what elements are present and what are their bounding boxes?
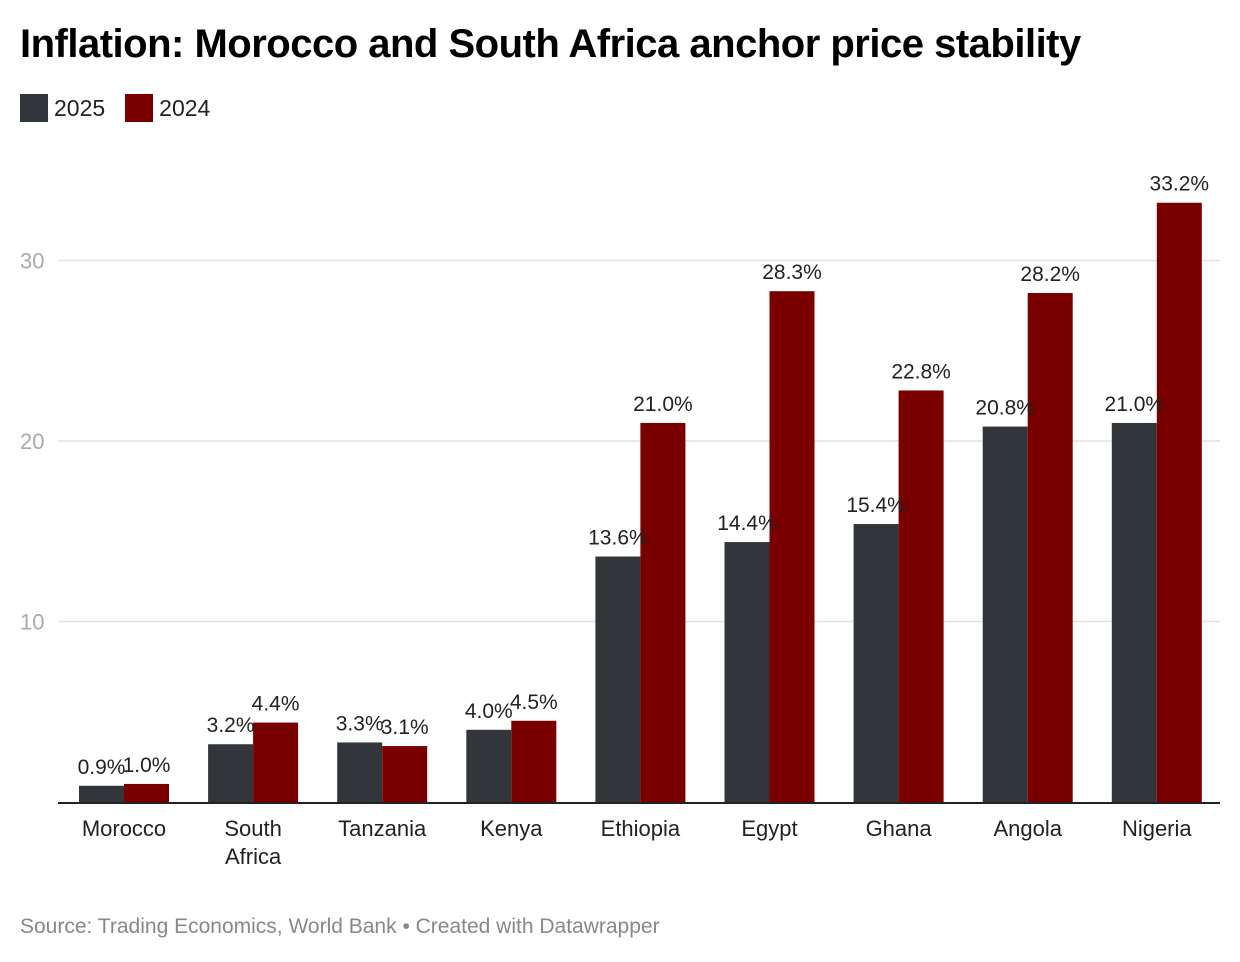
legend-label-2024: 2024 — [159, 94, 211, 121]
x-category-label: Egypt — [741, 816, 797, 841]
value-label: 28.2% — [1020, 263, 1080, 286]
legend-item-2024: 2024 — [125, 94, 210, 122]
bar-2025-angola — [982, 426, 1028, 802]
bar-2024-south-africa — [253, 722, 299, 802]
value-label: 4.0% — [465, 700, 513, 723]
bar-2025-ghana — [853, 524, 899, 802]
legend-label-2025: 2025 — [54, 94, 106, 121]
legend-swatch-2025 — [20, 94, 48, 122]
value-label: 3.3% — [336, 712, 384, 735]
x-category-label: Ethiopia — [601, 816, 681, 841]
bar-2024-nigeria — [1156, 202, 1202, 803]
bars — [79, 202, 1202, 803]
bar-2025-ethiopia — [595, 556, 641, 802]
bar-2024-tanzania — [382, 746, 428, 802]
legend: 2025 2024 — [20, 94, 230, 122]
bar-2024-ethiopia — [640, 422, 686, 802]
x-category-label: Angola — [993, 816, 1062, 841]
bar-2025-kenya — [466, 729, 512, 802]
value-label: 3.1% — [381, 716, 429, 739]
bar-2025-nigeria — [1111, 422, 1157, 802]
bar-2024-angola — [1027, 292, 1073, 802]
value-label: 3.2% — [207, 714, 255, 737]
value-label: 20.8% — [975, 397, 1035, 420]
category-labels: Morocco South Africa Tanzania Kenya Ethiopia E… — [58, 802, 1220, 869]
value-label: 22.8% — [891, 360, 951, 383]
bar-2024-morocco — [124, 783, 169, 802]
bar-2024-kenya — [511, 720, 557, 802]
value-label: 28.3% — [762, 261, 822, 284]
bar-2025-egypt — [724, 542, 770, 802]
value-label: 13.6% — [588, 527, 648, 550]
y-tick-label: 10 — [20, 610, 44, 635]
value-label: 21.0% — [1105, 393, 1165, 416]
bar-2025-morocco — [79, 785, 124, 802]
x-category-label: Tanzania — [338, 816, 427, 841]
bar-2024-ghana — [898, 390, 944, 802]
value-label: 4.4% — [252, 693, 300, 716]
x-category-label: South — [224, 816, 282, 841]
value-label: 21.0% — [633, 393, 693, 416]
value-label: 1.0% — [123, 754, 171, 777]
source-footer: Source: Trading Economics, World Bank • … — [20, 915, 660, 938]
value-label: 4.5% — [510, 691, 558, 714]
bar-2025-south-africa — [208, 744, 254, 802]
chart-title: Inflation: Morocco and South Africa anch… — [20, 22, 1081, 66]
legend-item-2025: 2025 — [20, 94, 105, 122]
x-category-label: Kenya — [480, 816, 543, 841]
x-category-label: Nigeria — [1122, 816, 1192, 841]
value-labels: 0.9%1.0% 3.2%4.4% 3.3%3.1% 4.0%4.5% 13.6% 21.… — [78, 173, 1210, 779]
bar-2024-egypt — [769, 291, 815, 802]
bar-2025-tanzania — [337, 742, 383, 802]
x-category-label: Morocco — [82, 816, 166, 841]
value-label: 0.9% — [78, 756, 126, 779]
y-tick-label: 20 — [20, 429, 44, 454]
x-category-label: Africa — [225, 844, 282, 869]
x-category-label: Ghana — [866, 816, 933, 841]
value-label: 15.4% — [846, 494, 906, 517]
legend-swatch-2024 — [125, 94, 154, 122]
y-tick-label: 30 — [20, 249, 44, 274]
value-label: 14.4% — [717, 512, 777, 535]
value-label: 33.2% — [1150, 173, 1210, 196]
